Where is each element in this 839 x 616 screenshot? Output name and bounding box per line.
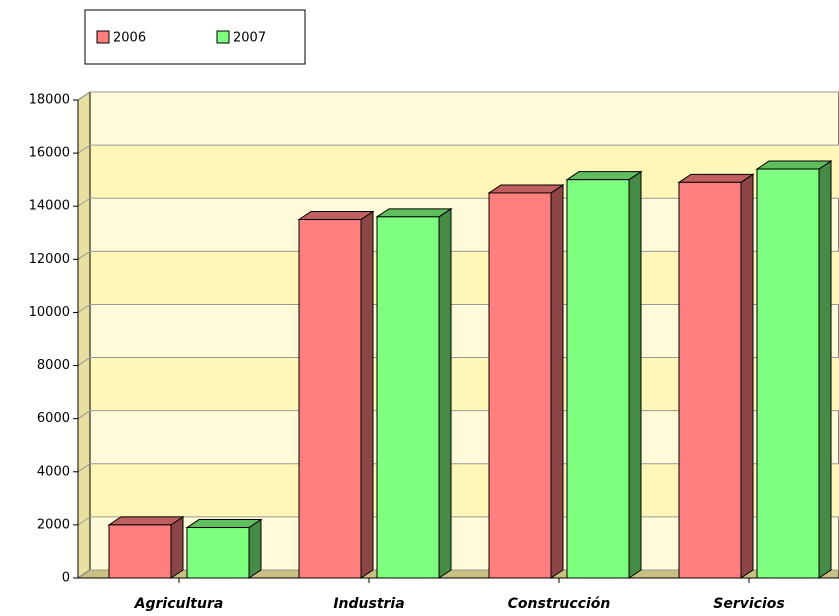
bar-face [185, 519, 263, 529]
bar-face [376, 216, 440, 579]
legend-swatch [96, 30, 110, 44]
bar [185, 518, 263, 579]
bar-face [298, 219, 362, 579]
bar-face [755, 160, 833, 170]
side-wall [77, 91, 91, 579]
x-tick-label: Agricultura [134, 596, 224, 612]
x-tick-label: Servicios [713, 596, 784, 612]
bar-face [186, 527, 250, 579]
bar-face [375, 208, 453, 218]
bar [677, 173, 755, 579]
y-tick-label: 0 [62, 571, 70, 586]
bar [487, 184, 565, 579]
bar-face [740, 173, 754, 579]
bar-face [628, 170, 642, 579]
bar-face [550, 184, 564, 579]
bar-face [818, 160, 832, 579]
bar [565, 170, 643, 579]
grid-line [77, 144, 839, 154]
bar-face [488, 192, 552, 579]
bar-face [107, 516, 185, 526]
y-tick-label: 10000 [29, 305, 70, 320]
bar-face [677, 173, 755, 183]
bar [297, 210, 375, 579]
x-tick-label: Industria [333, 596, 404, 612]
bar-face [248, 518, 262, 579]
y-tick-label: 4000 [37, 464, 70, 479]
legend-box [84, 9, 306, 65]
bar-face [678, 181, 742, 579]
bar-face [297, 211, 375, 220]
x-tick-label: Construcción [508, 596, 611, 612]
y-tick-label: 6000 [37, 411, 70, 426]
bar-face [566, 179, 630, 579]
legend-label: 2007 [233, 31, 266, 46]
y-tick-label: 8000 [37, 358, 70, 373]
bar-face [487, 184, 565, 194]
y-tick-label: 18000 [29, 93, 70, 108]
bar-face [438, 207, 452, 579]
legend-label: 2006 [113, 31, 146, 46]
y-tick-label: 12000 [29, 252, 70, 267]
grid-line [77, 91, 839, 101]
y-tick-label: 14000 [29, 199, 70, 214]
bar-face [108, 524, 172, 579]
y-tick-label: 16000 [29, 146, 70, 161]
bar-face [565, 171, 643, 181]
bar-face [756, 168, 820, 579]
legend-swatch [216, 30, 230, 44]
y-tick-label: 2000 [37, 517, 70, 532]
bar [755, 160, 833, 579]
bar-face [360, 210, 374, 579]
bar [375, 207, 453, 579]
bar-face [170, 515, 184, 579]
bar [107, 515, 185, 579]
